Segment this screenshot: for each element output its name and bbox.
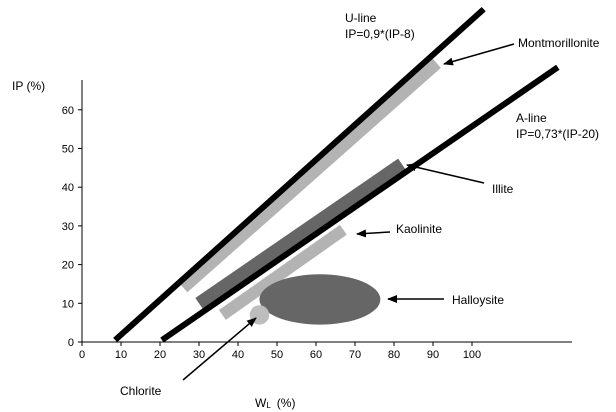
x-tick-label: 50	[271, 349, 283, 361]
a-line-name: A-line	[516, 111, 547, 125]
x-axis-label-main: W	[255, 396, 267, 410]
chlorite-arrow	[182, 317, 257, 381]
chlorite-label: Chlorite	[120, 384, 162, 398]
x-tick-label: 90	[427, 349, 439, 361]
x-tick-label: 40	[232, 349, 244, 361]
kaolinite-label: Kaolinite	[396, 222, 442, 236]
x-tick-label: 80	[388, 349, 400, 361]
x-tick-label: 10	[115, 349, 127, 361]
montmorillonite-label: Montmorillonite	[518, 36, 600, 50]
u-line-name: U-line	[345, 11, 377, 25]
kaolinite-arrow	[356, 229, 391, 238]
x-tick-label: 30	[193, 349, 205, 361]
halloysite-ellipse	[259, 274, 381, 325]
x-tick-label: 70	[349, 349, 361, 361]
kaolinite-band	[218, 224, 347, 320]
illite-arrow	[406, 163, 485, 184]
halloysite-label: Halloysite	[452, 293, 504, 307]
illite-band	[195, 158, 406, 309]
y-tick-label: 0	[68, 337, 74, 349]
y-axis-label: IP (%)	[12, 79, 45, 93]
u-line-label: U-line IP=0,9*(IP-8)	[345, 11, 415, 41]
u-line-equation: IP=0,9*(IP-8)	[345, 27, 415, 41]
montmorillonite-band	[179, 58, 441, 293]
y-tick-label: 20	[62, 260, 74, 272]
x-axis-label: WL (%)	[255, 396, 295, 410]
y-tick-label: 50	[62, 144, 74, 156]
x-tick-label: 60	[310, 349, 322, 361]
y-tick-label: 60	[62, 105, 74, 117]
x-tick-label: 100	[463, 349, 481, 361]
x-axis-label-sub: L	[266, 401, 271, 410]
illite-label: Illite	[492, 182, 514, 196]
a-line-equation: IP=0,73*(IP-20)	[516, 127, 599, 141]
x-tick-label: 20	[154, 349, 166, 361]
x-tick-label: 0	[79, 349, 85, 361]
u-line	[113, 6, 486, 343]
a-line-label: A-line IP=0,73*(IP-20)	[516, 111, 599, 141]
y-tick-label: 10	[62, 298, 74, 310]
montmorillonite-arrow	[443, 43, 515, 66]
x-axis-label-unit: (%)	[277, 396, 296, 410]
y-tick-label: 40	[62, 182, 74, 194]
a-line	[160, 64, 560, 343]
y-tick-label: 30	[62, 221, 74, 233]
